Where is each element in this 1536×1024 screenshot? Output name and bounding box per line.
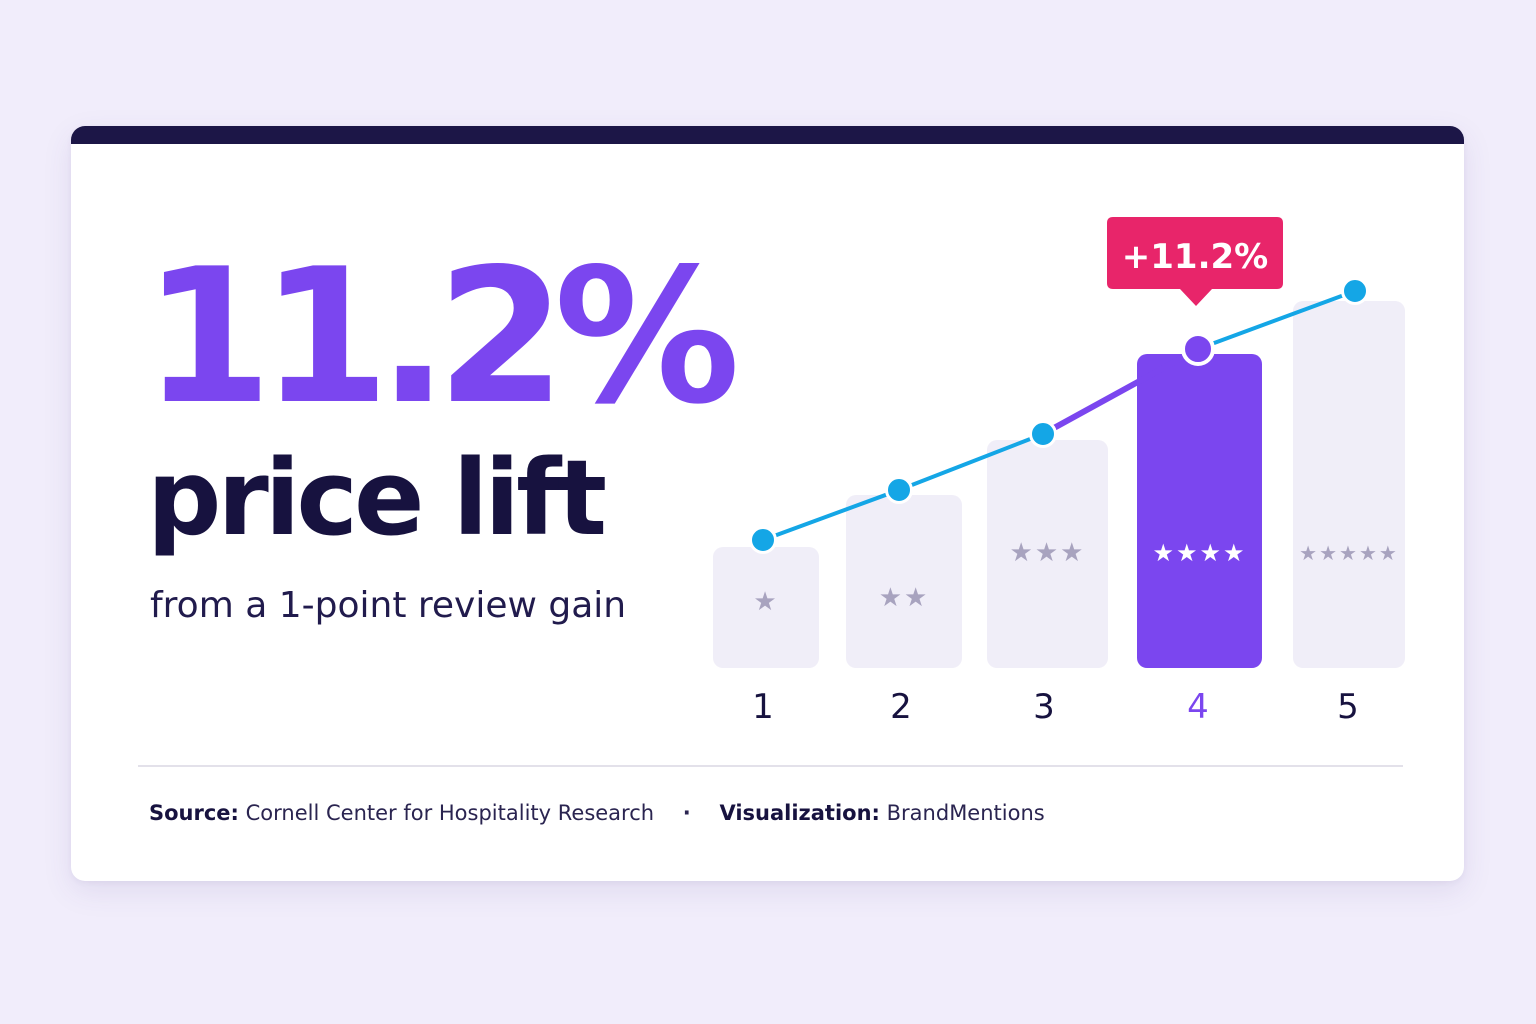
trend-point-2 xyxy=(885,476,913,504)
trend-point-1 xyxy=(749,526,777,554)
trend-line-segment-4 xyxy=(1196,289,1357,351)
trend-point-5 xyxy=(1341,277,1369,305)
category-label-3: 3 xyxy=(1033,687,1055,727)
footer-separator: · xyxy=(682,801,691,825)
trend-line-segment-1 xyxy=(761,488,901,542)
bar-5 xyxy=(1293,301,1405,668)
trend-point-3 xyxy=(1029,420,1057,448)
callout-bubble xyxy=(1107,217,1283,306)
stars-4: ★★★★ xyxy=(1152,539,1246,567)
callout-label: +11.2% xyxy=(1122,237,1268,277)
source-label: Source: xyxy=(149,801,239,825)
stars-1: ★ xyxy=(753,587,778,617)
visualization-value: BrandMentions xyxy=(886,801,1045,825)
trend-point-4 xyxy=(1181,332,1215,366)
bar-2 xyxy=(846,495,962,668)
headline-subtitle: from a 1-point review gain xyxy=(150,585,627,626)
headline-title: price lift xyxy=(147,437,607,559)
stars-2: ★★ xyxy=(879,583,930,613)
bar-3 xyxy=(987,440,1108,668)
bar-1 xyxy=(713,547,819,668)
stars-5: ★★★★★ xyxy=(1299,541,1399,565)
category-label-5: 5 xyxy=(1337,687,1359,727)
stars-3: ★★★ xyxy=(1010,538,1086,568)
footer-divider xyxy=(138,765,1403,767)
bar-4 xyxy=(1137,354,1262,668)
category-label-2: 2 xyxy=(890,687,912,727)
big-number: 11.2% xyxy=(143,228,740,445)
visualization-label: Visualization: xyxy=(719,801,880,825)
source-value: Cornell Center for Hospitality Research xyxy=(245,801,655,825)
card-top-bar xyxy=(71,126,1464,144)
trend-line-segment-2 xyxy=(897,432,1045,492)
category-label-1: 1 xyxy=(752,687,774,727)
footer: Source: Cornell Center for Hospitality R… xyxy=(149,801,1045,826)
trend-line-segment-3 xyxy=(1040,346,1201,437)
category-label-4: 4 xyxy=(1187,687,1209,727)
